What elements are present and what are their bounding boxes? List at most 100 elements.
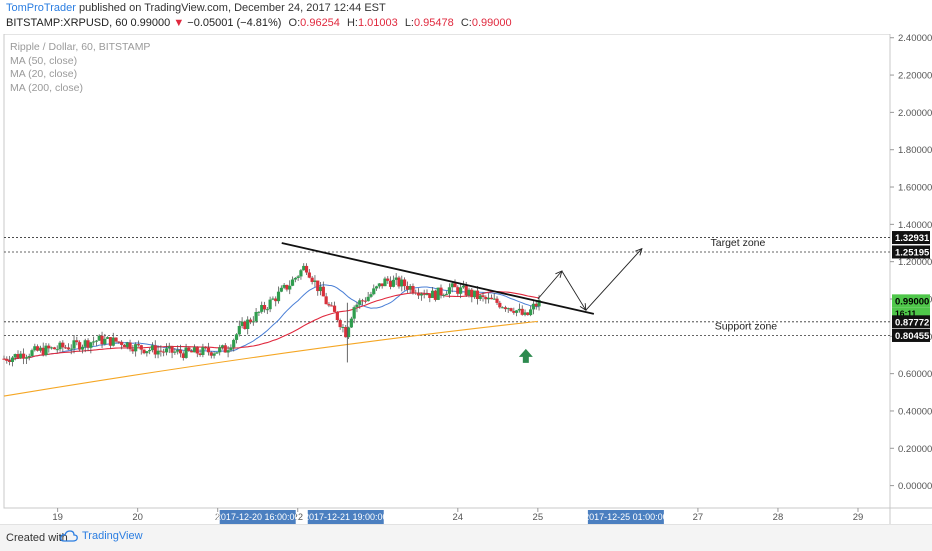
x-highlight-label: 2017-12-20 16:00:00 bbox=[216, 512, 300, 522]
candle-body bbox=[61, 342, 65, 348]
close-value: 0.99000 bbox=[471, 17, 512, 29]
candle-body bbox=[442, 294, 446, 296]
candle-body bbox=[120, 341, 124, 345]
author-link[interactable]: TomProTrader bbox=[6, 2, 76, 14]
ma50-line bbox=[3, 291, 540, 362]
candle-body bbox=[19, 353, 23, 359]
candle-body bbox=[187, 347, 191, 351]
candle-body bbox=[223, 345, 227, 353]
candle-body bbox=[498, 302, 502, 308]
candle-body bbox=[209, 352, 213, 356]
candle-body bbox=[103, 338, 107, 345]
legend-ma50[interactable]: MA (50, close) bbox=[10, 54, 78, 67]
zone-label: Target zone bbox=[710, 237, 765, 249]
candle-body bbox=[388, 280, 393, 287]
candle-body bbox=[150, 345, 155, 351]
candle-body bbox=[310, 277, 314, 282]
candle-body bbox=[288, 285, 292, 290]
x-highlight-box bbox=[307, 510, 384, 524]
x-tick-label: 2 bbox=[215, 512, 220, 523]
candle-body bbox=[304, 265, 309, 273]
x-highlight-label: 2017-12-21 19:00:00 bbox=[304, 512, 388, 522]
candle-body bbox=[366, 296, 370, 302]
candle-body bbox=[181, 353, 185, 358]
candle-body bbox=[299, 270, 303, 277]
candle-body bbox=[534, 303, 538, 307]
candle-body bbox=[237, 326, 241, 335]
candle-body bbox=[162, 351, 166, 353]
low-value: 0.95478 bbox=[414, 17, 454, 29]
candle-body bbox=[515, 310, 519, 313]
candle-body bbox=[75, 340, 79, 343]
price-chart[interactable]: Target zone Support zone 2.40000 2.20000 2.… bbox=[0, 34, 932, 524]
candle-body bbox=[27, 356, 31, 358]
candle-body bbox=[128, 342, 132, 350]
candle-body bbox=[58, 342, 62, 350]
chart-header: TomProTrader published on TradingView.co… bbox=[0, 0, 932, 34]
candle-body bbox=[405, 286, 409, 290]
candle-body bbox=[10, 357, 15, 362]
legend-ma20[interactable]: MA (20, close) bbox=[10, 68, 78, 80]
y-tick-label: 0.60000 bbox=[898, 369, 932, 380]
tradingview-logo[interactable]: TradingView bbox=[60, 530, 143, 542]
candle-body bbox=[173, 351, 177, 353]
candle-body bbox=[414, 292, 418, 294]
candle-body bbox=[212, 353, 216, 356]
candle-body bbox=[206, 347, 211, 353]
candle-body bbox=[276, 291, 281, 302]
candle-body bbox=[195, 347, 199, 354]
candle-body bbox=[271, 298, 275, 300]
candle-body bbox=[444, 293, 449, 295]
projection-segment bbox=[537, 270, 563, 300]
candle-body bbox=[80, 346, 85, 350]
candle-body bbox=[153, 345, 157, 355]
y-tick-label: 0.20000 bbox=[898, 444, 932, 455]
candle-body bbox=[391, 279, 395, 287]
candle-body bbox=[145, 351, 149, 354]
tradingview-brand-text[interactable]: TradingView bbox=[82, 530, 143, 542]
candle-body bbox=[531, 303, 536, 310]
candle-body bbox=[201, 347, 205, 355]
candle-body bbox=[352, 307, 356, 319]
y-tick-label: 2.20000 bbox=[898, 71, 932, 82]
ma200-line bbox=[3, 320, 538, 397]
candle-body bbox=[66, 347, 71, 350]
candle-body bbox=[243, 321, 247, 330]
price-label-box bbox=[892, 231, 930, 245]
candle-body bbox=[78, 342, 82, 350]
price-label-box bbox=[892, 328, 930, 342]
x-highlight-label: 2017-12-25 01:00:00 bbox=[584, 512, 668, 522]
candle-body bbox=[8, 360, 12, 362]
candle-body bbox=[316, 280, 320, 292]
legend-title: Ripple / Dollar, 60, BITSTAMP bbox=[10, 41, 151, 53]
candle-body bbox=[341, 326, 345, 328]
candle-body bbox=[484, 296, 488, 300]
candle-body bbox=[428, 294, 432, 298]
candle-body bbox=[439, 287, 443, 295]
candle-body bbox=[204, 347, 208, 349]
candle-body bbox=[167, 346, 171, 349]
candle-body bbox=[22, 353, 26, 359]
candle-body bbox=[52, 347, 57, 350]
candle-body bbox=[503, 307, 508, 310]
candle-body bbox=[178, 349, 183, 354]
candle-body bbox=[122, 344, 127, 347]
candle-body bbox=[164, 348, 169, 353]
candle-body bbox=[492, 298, 496, 300]
x-tick-label: 28 bbox=[773, 512, 784, 523]
price-label: 0.87772 bbox=[895, 317, 929, 328]
candle-body bbox=[170, 346, 174, 353]
open-value: 0.96254 bbox=[300, 17, 340, 29]
candle-body bbox=[433, 290, 437, 300]
candle-body bbox=[495, 298, 499, 303]
candle-body bbox=[422, 293, 426, 295]
candle-body bbox=[190, 350, 194, 353]
candle-body bbox=[64, 347, 68, 349]
y-tick-label: 0.00000 bbox=[898, 481, 932, 492]
candle-body bbox=[229, 347, 233, 351]
candle-body bbox=[50, 347, 54, 349]
candle-body bbox=[257, 311, 261, 313]
legend-ma200[interactable]: MA (200, close) bbox=[10, 81, 83, 94]
x-tick-label: 20 bbox=[132, 512, 143, 523]
candle-body bbox=[33, 346, 37, 351]
